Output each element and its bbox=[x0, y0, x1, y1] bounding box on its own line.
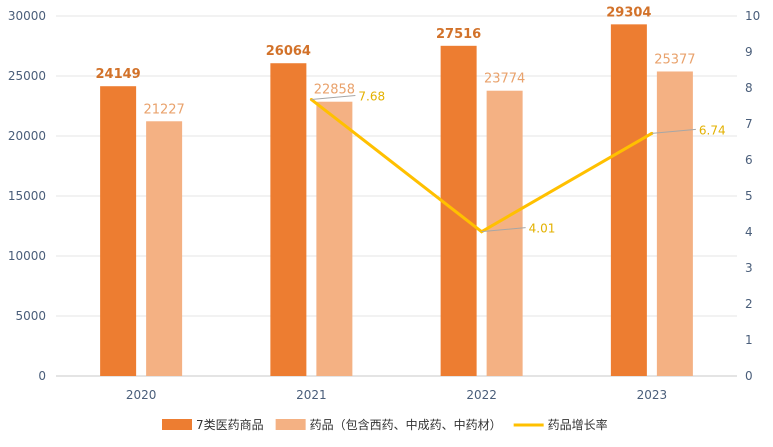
bar-value-label: 26064 bbox=[266, 44, 311, 59]
bar bbox=[270, 63, 307, 377]
left-tick-label: 30000 bbox=[8, 9, 46, 23]
bar bbox=[440, 45, 477, 377]
right-tick-label: 5 bbox=[745, 189, 753, 203]
right-tick-label: 10 bbox=[745, 9, 760, 23]
legend-swatch bbox=[162, 419, 192, 430]
x-tick-label: 2021 bbox=[296, 388, 327, 402]
bar-value-label: 21227 bbox=[143, 102, 184, 117]
x-tick-label: 2023 bbox=[637, 388, 668, 402]
leader-line bbox=[651, 128, 696, 134]
bar-value-label: 25377 bbox=[654, 52, 695, 67]
bar-value-label: 27516 bbox=[436, 27, 481, 42]
left-tick-label: 15000 bbox=[8, 189, 46, 203]
bar bbox=[100, 86, 137, 376]
bar bbox=[146, 121, 183, 376]
right-tick-label: 3 bbox=[745, 261, 753, 275]
legend-label: 药品（包含西药、中成药、中药材） bbox=[310, 417, 502, 432]
x-axis: 2020 2021 2022 2023 bbox=[126, 388, 667, 402]
growth-rate-label: 4.01 bbox=[529, 222, 556, 236]
right-tick-label: 8 bbox=[745, 81, 753, 95]
right-tick-label: 2 bbox=[745, 297, 753, 311]
growth-line bbox=[309, 95, 696, 234]
legend: 7类医药商品 药品（包含西药、中成药、中药材） 药品增长率 bbox=[162, 417, 608, 432]
right-axis: 0 1 2 3 4 5 6 7 8 9 10 bbox=[745, 9, 760, 383]
left-tick-label: 25000 bbox=[8, 69, 46, 83]
right-tick-label: 9 bbox=[745, 45, 753, 59]
legend-swatch bbox=[275, 419, 306, 430]
right-tick-label: 7 bbox=[745, 117, 753, 131]
legend-label: 药品增长率 bbox=[548, 417, 608, 432]
right-tick-label: 4 bbox=[745, 225, 753, 239]
bar bbox=[486, 90, 523, 376]
growth-rate-line bbox=[310, 98, 653, 234]
growth-rate-label: 7.68 bbox=[358, 90, 385, 104]
bar bbox=[610, 24, 647, 377]
bar bbox=[656, 71, 693, 376]
leader-line bbox=[481, 227, 526, 233]
x-tick-label: 2020 bbox=[126, 388, 157, 402]
x-tick-label: 2022 bbox=[466, 388, 497, 402]
left-tick-label: 10000 bbox=[8, 249, 46, 263]
bar-value-label: 23774 bbox=[484, 72, 525, 87]
bar-value-label: 29304 bbox=[606, 5, 651, 20]
bar-value-label: 22858 bbox=[314, 83, 355, 98]
bar-value-label: 24149 bbox=[96, 67, 141, 82]
bars bbox=[100, 24, 693, 377]
left-tick-label: 20000 bbox=[8, 129, 46, 143]
left-tick-label: 5000 bbox=[15, 309, 46, 323]
bar bbox=[316, 101, 353, 376]
right-tick-label: 1 bbox=[745, 333, 753, 347]
data-labels: 24149 26064 27516 29304 21227 22858 23774 25377… bbox=[96, 5, 726, 235]
right-tick-label: 0 bbox=[745, 369, 753, 383]
left-tick-label: 0 bbox=[38, 369, 46, 383]
right-tick-label: 6 bbox=[745, 153, 753, 167]
growth-rate-label: 6.74 bbox=[699, 123, 726, 137]
legend-label: 7类医药商品 bbox=[196, 417, 264, 432]
leader-line bbox=[311, 95, 356, 101]
left-axis: 0 5000 10000 15000 20000 25000 30000 bbox=[8, 9, 46, 383]
